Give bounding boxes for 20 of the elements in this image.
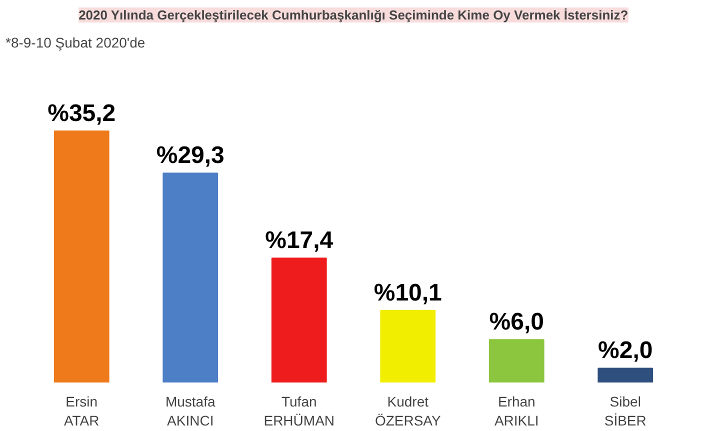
x-tick-label: Erhan ARIKLI bbox=[494, 394, 539, 429]
data-label: %29,3 bbox=[156, 142, 224, 170]
data-label: %35,2 bbox=[48, 100, 116, 127]
data-label: %2,0 bbox=[598, 337, 653, 364]
x-tick-label: Kudret ÖZERSAY bbox=[374, 394, 442, 429]
x-tick-label: Sibel SİBER bbox=[604, 394, 646, 429]
bar bbox=[271, 258, 327, 382]
data-label: %17,4 bbox=[265, 227, 334, 254]
data-label: %10,1 bbox=[374, 279, 442, 306]
bar bbox=[598, 368, 654, 382]
bar bbox=[488, 339, 544, 382]
data-label: %6,0 bbox=[489, 308, 544, 336]
x-tick-label: Mustafa AKINCI bbox=[165, 394, 216, 429]
bar bbox=[380, 310, 436, 382]
chart-subtitle: *8-9-10 Şubat 2020'de bbox=[6, 34, 146, 50]
bar bbox=[54, 130, 110, 382]
chart-title: 2020 Yılında Gerçekleştirilecek Cumhurbaşkanlığı Seçiminde Kime Oy Vermek İstersiniz? bbox=[78, 8, 628, 22]
bar bbox=[162, 172, 218, 382]
x-tick-label: Tufan ERHÜMAN bbox=[264, 394, 335, 429]
x-tick-label: Ersin ATAR bbox=[64, 394, 100, 429]
